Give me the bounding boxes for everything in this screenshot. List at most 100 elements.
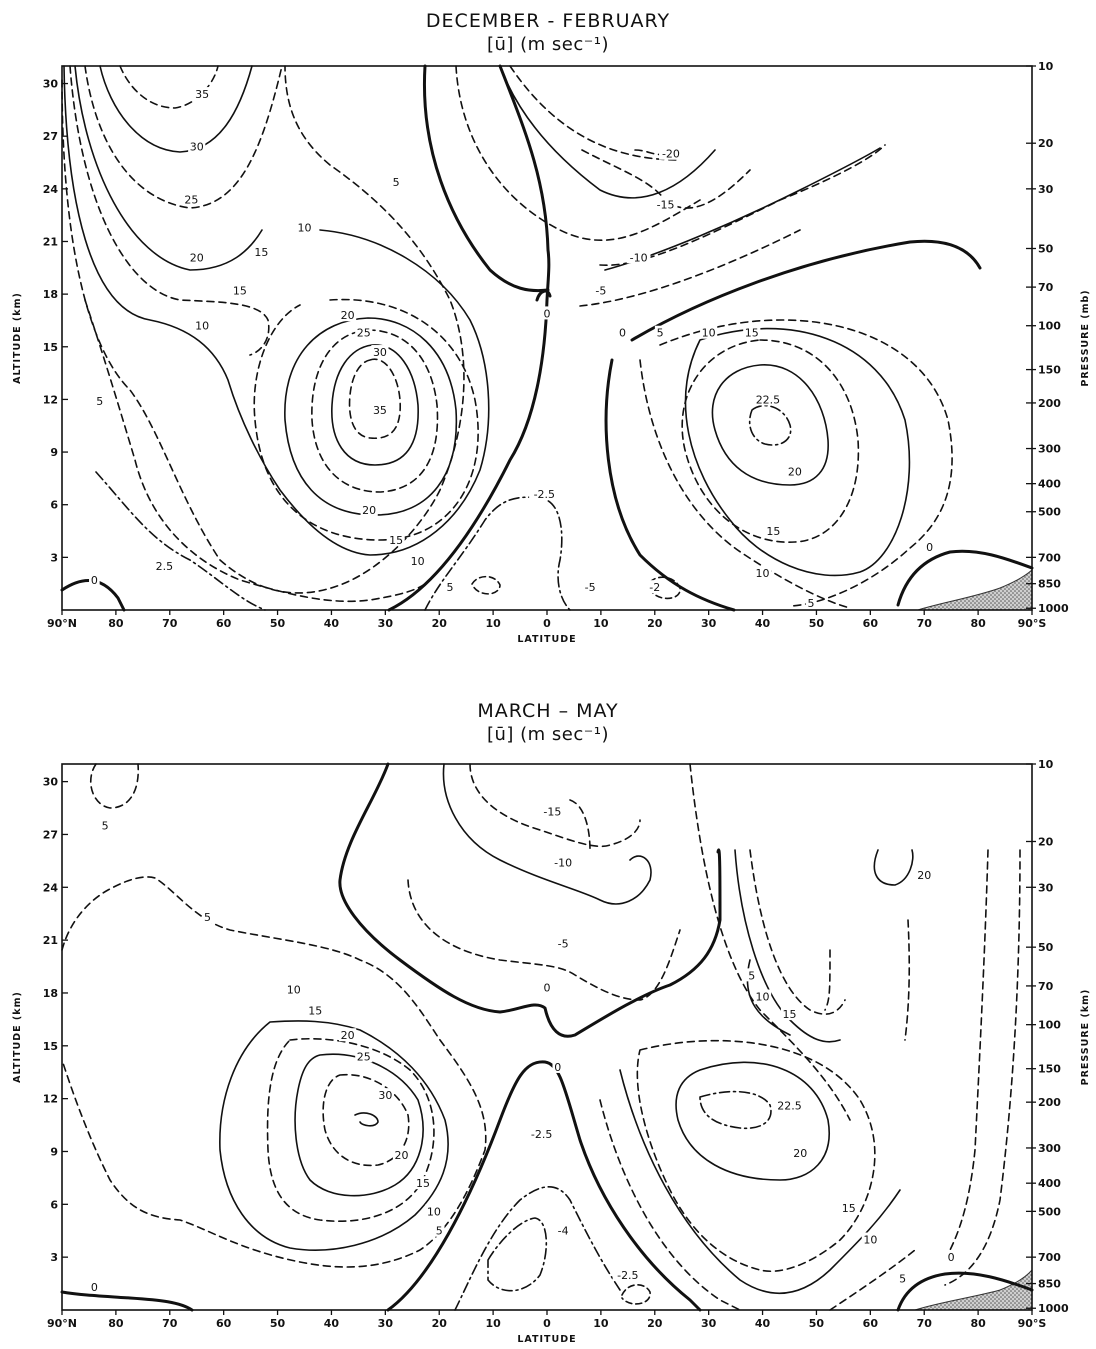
- contour-label-bg: [339, 308, 357, 322]
- contour-label-bg: [791, 1146, 809, 1160]
- contour-label: 15: [254, 246, 268, 259]
- pressure-tick-label: 70: [1038, 980, 1054, 993]
- contour-label: 10: [411, 555, 425, 568]
- contour-label: -2.5: [534, 488, 555, 501]
- contour-label-bg: [897, 1271, 908, 1285]
- x-tick-label: 20: [432, 617, 448, 630]
- x-axis-title: LATITUDE: [517, 634, 576, 645]
- pressure-tick-label: 30: [1038, 183, 1054, 196]
- contour-label-bg: [786, 464, 804, 478]
- x-tick-label: 70: [917, 1317, 933, 1330]
- contour-label-bg: [371, 345, 389, 359]
- pressure-tick-label: 850: [1038, 578, 1061, 591]
- contour-label: 25: [357, 327, 371, 340]
- contour-label: 25: [357, 1050, 371, 1063]
- contour-label: 15: [766, 525, 780, 538]
- contour-line: [649, 576, 681, 600]
- contour-label-bg: [376, 1088, 394, 1102]
- contour-label-bg: [554, 936, 572, 950]
- contour-label: 2.5: [156, 560, 174, 573]
- contour-line: [487, 1217, 548, 1292]
- contour-label: 5: [899, 1272, 906, 1285]
- pressure-tick-label: 700: [1038, 1251, 1061, 1264]
- x-tick-label: 0: [543, 1317, 551, 1330]
- pressure-tick-label: 850: [1038, 1278, 1061, 1291]
- contour-label-bg: [355, 325, 373, 339]
- contour-label-bg: [805, 595, 817, 609]
- x-tick-label: 30: [701, 1317, 717, 1330]
- contour-label: 15: [842, 1202, 856, 1215]
- contour-label-bg: [780, 1007, 799, 1021]
- pressure-tick-label: 200: [1038, 1096, 1061, 1109]
- contour-label-bg: [617, 325, 628, 339]
- x-tick-label: 60: [863, 617, 879, 630]
- x-tick-label: 20: [432, 1317, 448, 1330]
- contour-line: [90, 763, 140, 809]
- contour-label: 25: [184, 193, 198, 206]
- contour-label: 20: [917, 869, 931, 882]
- contour-label: 0: [619, 327, 626, 340]
- contour-label-bg: [541, 306, 553, 320]
- pressure-tick-label: 150: [1038, 1063, 1061, 1076]
- contour-label-bg: [743, 325, 761, 339]
- contour-line: [219, 1020, 449, 1251]
- contour-zero-line: [338, 762, 722, 1038]
- contour-line: [579, 229, 801, 307]
- contour-line: [639, 359, 851, 609]
- contour-line: [311, 329, 439, 493]
- contour-label: 10: [195, 320, 209, 333]
- x-tick-label: 50: [809, 1317, 825, 1330]
- contour-line: [944, 849, 1021, 1286]
- contour-line: [84, 65, 283, 209]
- contour-label: 5: [748, 969, 755, 982]
- pressure-tick-label: 400: [1038, 478, 1061, 491]
- contour-line: [348, 358, 401, 440]
- pressure-tick-label: 20: [1038, 835, 1054, 848]
- contour-line: [829, 1249, 916, 1311]
- x-tick-label: 0: [543, 617, 551, 630]
- contour-zero-line: [422, 64, 550, 293]
- contour-label: -2.5: [617, 1269, 638, 1282]
- contour-line: [699, 1090, 772, 1130]
- chart-subtitle: [ū] (m sec⁻¹): [486, 724, 610, 745]
- contour-line: [659, 319, 953, 607]
- contour-line: [74, 65, 263, 271]
- contour-label: -2: [649, 581, 660, 594]
- contour-line: [454, 1186, 621, 1311]
- contour-label: 5: [657, 327, 664, 340]
- y-tick-label: 6: [50, 499, 58, 512]
- contour-line: [253, 298, 479, 541]
- contour-label-bg: [355, 1049, 373, 1063]
- contour-label-bg: [360, 502, 378, 516]
- x-tick-label: 80: [970, 1317, 986, 1330]
- pressure-tick-label: 10: [1038, 758, 1054, 771]
- contour-label-bg: [414, 1176, 432, 1190]
- x-tick-label: 50: [270, 617, 286, 630]
- y-tick-label: 30: [43, 78, 59, 91]
- contour-label: 0: [91, 1281, 98, 1294]
- contour-label: 0: [554, 1061, 561, 1074]
- contour-label: 15: [308, 1005, 322, 1018]
- x-tick-label: 70: [917, 617, 933, 630]
- x-tick-label: 30: [378, 1317, 394, 1330]
- y-tick-label: 12: [43, 393, 58, 406]
- contour-label-bg: [425, 1204, 443, 1218]
- contour-label: -20: [662, 148, 680, 161]
- contour-line: [949, 849, 989, 1251]
- contour-label-bg: [540, 804, 565, 818]
- contour-label-bg: [202, 910, 213, 924]
- contour-label-bg: [94, 394, 106, 408]
- chart-title: MARCH – MAY: [477, 700, 619, 722]
- contour-label-bg: [541, 980, 553, 994]
- pressure-tick-label: 1000: [1038, 602, 1069, 615]
- contour-label: 22.5: [756, 393, 781, 406]
- contour-label-bg: [193, 318, 211, 332]
- contour-label: 5: [447, 581, 454, 594]
- pressure-tick-label: 10: [1038, 60, 1054, 73]
- contour-label-bg: [552, 1059, 564, 1073]
- contour-zero-line: [630, 239, 982, 342]
- contour-label-bg: [433, 1223, 445, 1237]
- contour-label: 20: [362, 504, 376, 517]
- contour-label: -15: [657, 199, 675, 212]
- x-tick-label: 50: [809, 617, 825, 630]
